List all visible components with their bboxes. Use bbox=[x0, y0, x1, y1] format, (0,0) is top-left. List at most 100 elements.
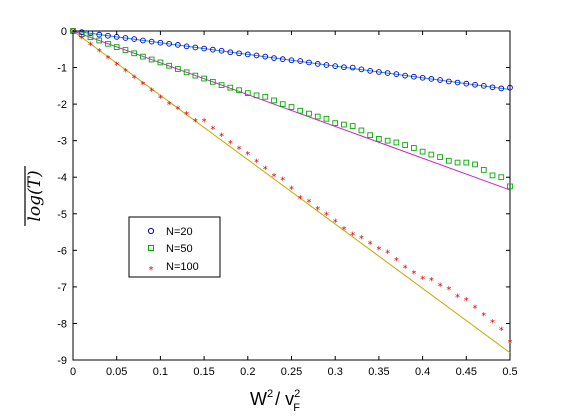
data-point-n20 bbox=[306, 59, 312, 66]
data-point-n50 bbox=[384, 137, 391, 144]
data-point-n20 bbox=[148, 38, 155, 45]
y-tick-label: -4 bbox=[57, 172, 67, 184]
data-point-n50 bbox=[279, 101, 286, 107]
legend-label-n50: N=50 bbox=[166, 243, 193, 255]
data-point-n100: * bbox=[123, 67, 128, 78]
data-point-n100: * bbox=[175, 104, 180, 115]
legend-marker-n50 bbox=[148, 245, 154, 251]
x-axis-ticks: 0 0.05 0.1 0.15 0.2 0.25 0.3 0.35 0.4 0.45 0.5 bbox=[70, 31, 518, 378]
data-point-n50 bbox=[122, 47, 129, 53]
data-point-n20 bbox=[367, 67, 374, 74]
y-tick-label: -6 bbox=[57, 245, 67, 257]
data-point-n50 bbox=[306, 110, 312, 117]
data-point-n50 bbox=[454, 159, 461, 166]
legend-box bbox=[128, 216, 221, 278]
data-point-n50 bbox=[166, 62, 172, 69]
data-point-n50 bbox=[236, 87, 242, 94]
data-point-n100: * bbox=[411, 269, 416, 280]
data-point-n20 bbox=[218, 47, 225, 54]
data-point-n50 bbox=[288, 104, 295, 110]
data-point-n50 bbox=[507, 183, 513, 190]
data-point-n20 bbox=[122, 35, 129, 41]
fit-line-n50 bbox=[72, 30, 511, 191]
data-point-n50 bbox=[244, 90, 251, 96]
data-point-n20 bbox=[323, 62, 330, 68]
data-point-n20 bbox=[454, 79, 461, 86]
x-tick-label: 0.05 bbox=[106, 366, 127, 378]
data-point-n20 bbox=[96, 31, 103, 38]
data-point-n50 bbox=[341, 121, 347, 128]
y-tick-label: -3 bbox=[57, 136, 67, 148]
data-point-n20 bbox=[157, 39, 164, 46]
legend-label-n20: N=20 bbox=[166, 226, 193, 238]
data-point-n20 bbox=[227, 49, 234, 56]
data-point-n20 bbox=[419, 74, 426, 81]
data-point-n100: * bbox=[202, 117, 207, 128]
data-point-n20 bbox=[140, 37, 146, 44]
data-point-n100: * bbox=[140, 80, 145, 91]
data-point-n50 bbox=[411, 145, 417, 151]
data-point-n100: * bbox=[210, 124, 215, 135]
data-point-n50 bbox=[332, 120, 339, 126]
data-point-n20 bbox=[244, 51, 251, 58]
data-point-n50 bbox=[323, 115, 330, 122]
data-point-n20 bbox=[314, 61, 321, 67]
data-point-n50 bbox=[175, 66, 181, 72]
data-point-n100: * bbox=[149, 87, 154, 98]
y-tick-label: -7 bbox=[57, 282, 67, 294]
data-point-n50 bbox=[78, 31, 85, 38]
data-point-n100: * bbox=[385, 249, 390, 260]
data-point-n100: * bbox=[132, 74, 137, 85]
data-point-n50 bbox=[428, 151, 435, 158]
x-label-v-sup: 2 bbox=[294, 388, 300, 400]
data-point-n20 bbox=[384, 70, 391, 76]
y-tick-label: -9 bbox=[57, 355, 67, 367]
legend: N=20 N=50 * N=100 bbox=[128, 216, 221, 278]
data-point-n50 bbox=[96, 37, 103, 44]
data-point-n50 bbox=[445, 157, 452, 164]
data-point-n20 bbox=[279, 56, 286, 62]
data-point-n50 bbox=[105, 40, 111, 47]
data-point-n100: * bbox=[219, 132, 224, 143]
data-point-n20 bbox=[297, 58, 304, 64]
x-tick-label: 0.15 bbox=[193, 366, 214, 378]
data-point-n100: * bbox=[280, 176, 285, 187]
data-point-n20 bbox=[402, 72, 408, 79]
data-point-n100: * bbox=[289, 185, 294, 196]
data-point-n50 bbox=[498, 174, 505, 181]
data-point-n100: * bbox=[499, 325, 504, 336]
data-point-n50 bbox=[113, 44, 120, 50]
data-point-n20 bbox=[489, 84, 496, 91]
data-point-n50 bbox=[376, 135, 382, 142]
data-point-n50 bbox=[87, 34, 94, 41]
data-markers: *********** * ** **** * **** *** ** *** * * * * *** * *… bbox=[70, 28, 513, 349]
data-point-n100: * bbox=[376, 245, 381, 256]
data-point-n50 bbox=[419, 148, 426, 155]
x-tick-label: 0.4 bbox=[415, 366, 430, 378]
x-tick-label: 0.35 bbox=[368, 366, 389, 378]
data-point-n100: * bbox=[237, 144, 242, 155]
legend-marker-n20 bbox=[147, 227, 155, 235]
data-point-n100: * bbox=[446, 285, 451, 296]
data-point-n50 bbox=[148, 56, 155, 63]
data-point-n50 bbox=[437, 154, 443, 160]
data-point-n100: * bbox=[481, 311, 486, 322]
data-point-n50 bbox=[209, 78, 216, 85]
y-axis-label: log(T) bbox=[24, 166, 45, 226]
data-point-n100: * bbox=[350, 230, 355, 241]
data-point-n50 bbox=[192, 72, 199, 79]
data-point-n20 bbox=[349, 64, 356, 71]
data-point-n100: * bbox=[184, 110, 189, 121]
data-point-n100: * bbox=[438, 282, 443, 293]
data-point-n50 bbox=[463, 159, 470, 166]
data-point-n50 bbox=[358, 127, 365, 134]
data-point-n20 bbox=[341, 64, 347, 71]
fit-lines bbox=[72, 30, 511, 354]
data-point-n20 bbox=[332, 63, 339, 69]
data-point-n20 bbox=[131, 36, 138, 42]
data-point-n20 bbox=[271, 55, 277, 61]
data-point-n100: * bbox=[403, 263, 408, 274]
x-tick-label: 0.25 bbox=[281, 366, 302, 378]
data-point-n100: * bbox=[394, 256, 399, 267]
